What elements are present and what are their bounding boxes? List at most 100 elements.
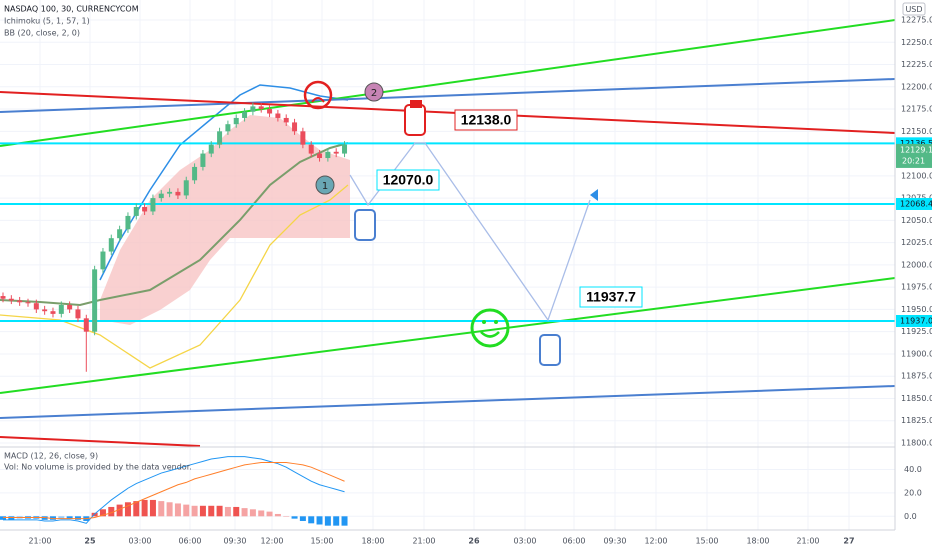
- x-tick-label: 03:00: [128, 537, 151, 546]
- candle-body: [208, 144, 214, 154]
- x-tick-label: 12:00: [260, 537, 283, 546]
- marker: [364, 82, 384, 102]
- annotation-box: [376, 169, 440, 191]
- candle-body: [283, 117, 289, 123]
- y-tick-label: 11950.0: [901, 305, 932, 314]
- macd-histogram: [199, 505, 206, 517]
- candle-body: [58, 304, 64, 314]
- candles: [0, 102, 348, 526]
- macd-histogram: [41, 516, 48, 520]
- macd-histogram: [274, 513, 281, 517]
- smiley-eye: [482, 320, 486, 324]
- moving-average: [0, 142, 349, 307]
- macd-histogram: [166, 502, 173, 517]
- macd-histogram: [224, 506, 231, 517]
- price-axis: [895, 0, 932, 550]
- macd-tick-label: 40.0: [904, 465, 922, 474]
- candle-body: [125, 215, 131, 230]
- chart-title: NASDAQ 100, 30, CURRENCYCOM: [4, 5, 139, 14]
- candle-body: [300, 131, 306, 145]
- hand-icon: [539, 334, 561, 366]
- currency: USD: [905, 5, 922, 14]
- levels: [0, 142, 895, 322]
- annotation-label: 12070.0: [383, 172, 434, 188]
- y-tick-label: 12200.0: [901, 82, 932, 91]
- x-tick-label: 25: [84, 537, 96, 546]
- y-tick-label: 12175.0: [901, 105, 932, 114]
- marker-label: 1: [322, 181, 328, 192]
- price-level-tag: [896, 314, 932, 327]
- x-tick-label: 15:00: [695, 537, 718, 546]
- candle-body: [317, 153, 323, 159]
- y-tick-label: 12275.0: [901, 16, 932, 25]
- macd-histogram: [141, 499, 148, 517]
- x-tick-label: 18:00: [361, 537, 384, 546]
- y-tick-label: 11875.0: [901, 372, 932, 381]
- trend-line: [0, 91, 896, 134]
- macd-histogram: [341, 516, 348, 526]
- macd-histogram: [49, 516, 56, 520]
- x-tick-label: 06:00: [562, 537, 585, 546]
- last-price-tag: [896, 143, 932, 168]
- marker-label: 2: [371, 88, 377, 99]
- axis-labels: 12275.012250.012225.012200.012175.012150…: [28, 16, 932, 546]
- candle-body: [342, 144, 348, 154]
- candle-body: [67, 304, 73, 310]
- candle-body: [17, 300, 23, 303]
- candle-body: [167, 191, 173, 194]
- macd-histogram: [99, 509, 106, 517]
- y-tick-label: 12025.0: [901, 238, 932, 247]
- candle-body: [333, 151, 339, 154]
- arrow-head: [590, 189, 598, 201]
- smiley-eye: [494, 320, 498, 324]
- x-tick-label: 26: [468, 537, 480, 546]
- x-tick-label: 09:30: [223, 537, 246, 546]
- sad-face: [303, 80, 333, 110]
- macd-histogram: [283, 516, 290, 517]
- macd-tick-label: 20.0: [904, 488, 922, 497]
- candle-body: [100, 251, 106, 270]
- candle-body: [292, 122, 298, 132]
- macd-histogram: [249, 509, 256, 517]
- candle-body: [308, 144, 314, 154]
- marker: [315, 175, 335, 195]
- macd-tick-label: 0.0: [904, 512, 917, 521]
- price-level-label: 12136.5: [900, 139, 932, 148]
- macd-histogram: [191, 505, 198, 517]
- candle-body: [75, 309, 81, 319]
- annotation-box: [454, 109, 518, 131]
- y-tick-label: 11825.0: [901, 416, 932, 425]
- macd-line: [3, 456, 345, 524]
- smiley: [470, 308, 510, 348]
- indicator-label: BB (20, close, 2, 0): [4, 29, 80, 38]
- candle-body: [142, 207, 148, 212]
- candle-body: [200, 153, 206, 167]
- y-tick-label: 12225.0: [901, 60, 932, 69]
- macd-histogram: [174, 503, 181, 517]
- x-tick-label: 09:30: [603, 537, 626, 546]
- y-tick-label: 11975.0: [901, 283, 932, 292]
- macd-histogram: [124, 502, 131, 517]
- macd-histogram: [316, 516, 323, 525]
- candle-body: [250, 106, 256, 112]
- countdown: 20:21: [902, 156, 925, 165]
- macd-histogram: [291, 516, 298, 519]
- candle-body: [25, 302, 31, 304]
- candle-body: [150, 198, 156, 212]
- candle-body: [117, 229, 123, 239]
- candle-body: [33, 303, 39, 310]
- volume-note: Vol: No volume is provided by the data v…: [4, 463, 192, 472]
- last-price: 12129.1: [900, 145, 932, 154]
- candle-body: [175, 191, 181, 196]
- candle-body: [50, 311, 56, 314]
- y-tick-label: 12100.0: [901, 171, 932, 180]
- x-tick-label: 06:00: [178, 537, 201, 546]
- sad-mouth: [311, 97, 325, 103]
- hand-icon: [354, 209, 376, 241]
- candle-body: [325, 151, 331, 159]
- signal-line: [3, 462, 345, 520]
- macd-histogram: [208, 505, 215, 517]
- candle-body: [183, 180, 189, 196]
- price-level-label: 12068.4: [900, 199, 932, 208]
